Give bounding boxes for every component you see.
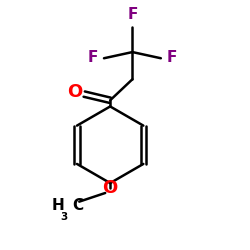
- Text: C: C: [72, 198, 84, 213]
- Text: F: F: [167, 50, 177, 64]
- Text: O: O: [102, 179, 118, 197]
- Text: 3: 3: [61, 212, 68, 222]
- Text: H: H: [52, 198, 64, 213]
- Text: F: F: [88, 50, 98, 64]
- Text: F: F: [127, 7, 138, 22]
- Text: O: O: [67, 82, 82, 100]
